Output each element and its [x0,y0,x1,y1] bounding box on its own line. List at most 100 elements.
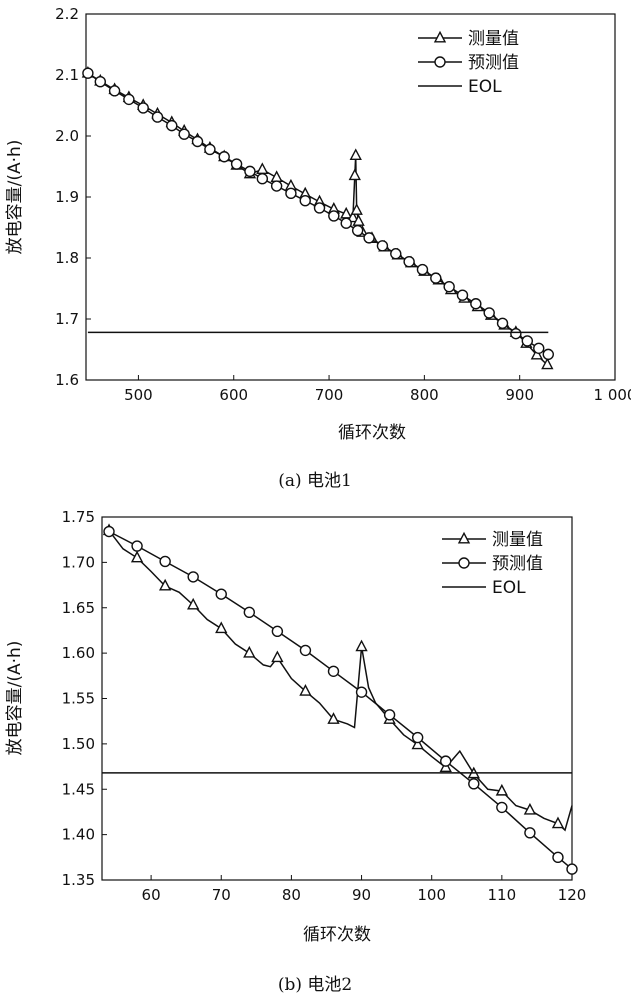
measured-point [158,578,172,591]
predicted-point [351,224,364,237]
predicted-point [327,665,340,677]
predicted-point [524,827,536,839]
x-tick-label: 1 000 [594,386,631,404]
predicted-point [159,555,171,568]
y-tick-label: 1.55 [62,690,95,708]
predicted-point [270,180,283,192]
y-tick-label: 2.1 [55,66,79,84]
legend-label: 测量值 [468,29,519,49]
series-group-a [81,65,554,370]
x-tick-label: 120 [558,886,587,904]
predicted-point [313,202,326,214]
y-tick-label: 1.65 [62,599,95,617]
axis-ticks-a: 500 600 700 800 900 1 000 1.6 1.7 1.8 1.9 2.0 2.1 2.… [55,5,631,404]
y-tick-label: 1.45 [62,780,95,798]
predicted-point [271,625,284,638]
predicted-point [390,248,402,260]
legend-label: EOL [492,578,526,598]
predicted-point [244,165,256,178]
y-axis-label-a: 放电容量/(A·h) [5,140,25,255]
predicted-point [82,67,94,79]
predicted-point [123,93,135,106]
predicted-point [328,210,340,222]
x-axis-label-b: 循环次数 [303,925,371,945]
measured-point [256,162,269,175]
predicted-point [376,240,389,252]
measured-point [270,170,283,182]
predicted-point [299,194,311,207]
predicted-point [510,327,522,340]
y-tick-label: 2.0 [55,127,79,145]
y-tick-label: 1.50 [62,735,95,753]
measured-point [299,684,312,696]
x-axis-label-a: 循环次数 [338,423,406,443]
predicted-point [215,588,227,600]
legend-triangle-marker [433,30,447,43]
chart-battery-1: 500 600 700 800 900 1 000 1.6 1.7 1.8 1.9 2.0 2.1 2.… [5,5,631,491]
predicted-point [533,342,545,354]
chart-battery-2: 60 70 80 90 100 110 120 1.35 1.40 1.45 1.50 1.55 1.6… [5,508,586,995]
predicted-point [166,119,178,132]
measured-point [130,550,144,563]
predicted-point [496,801,508,814]
y-tick-label: 1.9 [55,188,79,206]
x-tick-label: 700 [315,386,344,404]
caption-b: (b) 电池2 [278,975,352,995]
predicted-point [178,128,190,140]
predicted-point [456,289,469,301]
predicted-point [285,187,297,200]
predicted-point [355,686,368,698]
measured-point [530,347,544,360]
measured-point [346,210,360,223]
predicted-point [151,111,164,123]
x-tick-label: 80 [282,886,301,904]
measured-point [243,645,256,658]
measured-point [327,712,340,724]
predicted-point [411,731,424,744]
measured-point [541,357,554,370]
legend-triangle-marker [457,531,471,544]
predicted-point [218,151,230,163]
x-tick-label: 60 [142,886,161,904]
measured-point [215,621,228,634]
predicted-point [187,571,199,583]
series-line-measured [108,530,573,832]
measured-point [349,148,362,161]
predicted-point [443,280,455,293]
predicted-point [383,709,396,721]
x-tick-label: 100 [417,886,446,904]
y-axis-label-b: 放电容量/(A·h) [5,641,25,756]
predicted-point [496,317,509,329]
predicted-point [521,335,534,347]
measured-point [271,650,284,663]
predicted-point [440,755,452,767]
measured-point [411,737,424,750]
y-tick-label: 1.35 [62,871,95,889]
y-tick-label: 2.2 [55,5,79,23]
predicted-point [552,851,564,864]
predicted-point [299,644,312,657]
legend-circle-marker [434,56,446,68]
x-tick-label: 90 [352,886,371,904]
predicted-point [566,863,578,875]
legend-label: EOL [468,77,502,97]
plot-frame-a [85,13,616,381]
predicted-point [403,255,415,268]
legend-label: 预测值 [492,554,543,574]
measured-point [187,597,200,610]
measured-point [355,639,368,652]
measured-point [348,168,361,181]
predicted-point [542,348,554,361]
y-tick-label: 1.70 [62,553,95,571]
predicted-point [131,540,143,552]
x-tick-label: 800 [410,386,439,404]
y-tick-label: 1.75 [62,508,95,526]
predicted-point [204,143,216,156]
predicted-point [137,102,149,114]
legend-label: 预测值 [468,53,519,73]
measured-point [495,783,509,796]
legend-circle-marker [458,557,470,569]
